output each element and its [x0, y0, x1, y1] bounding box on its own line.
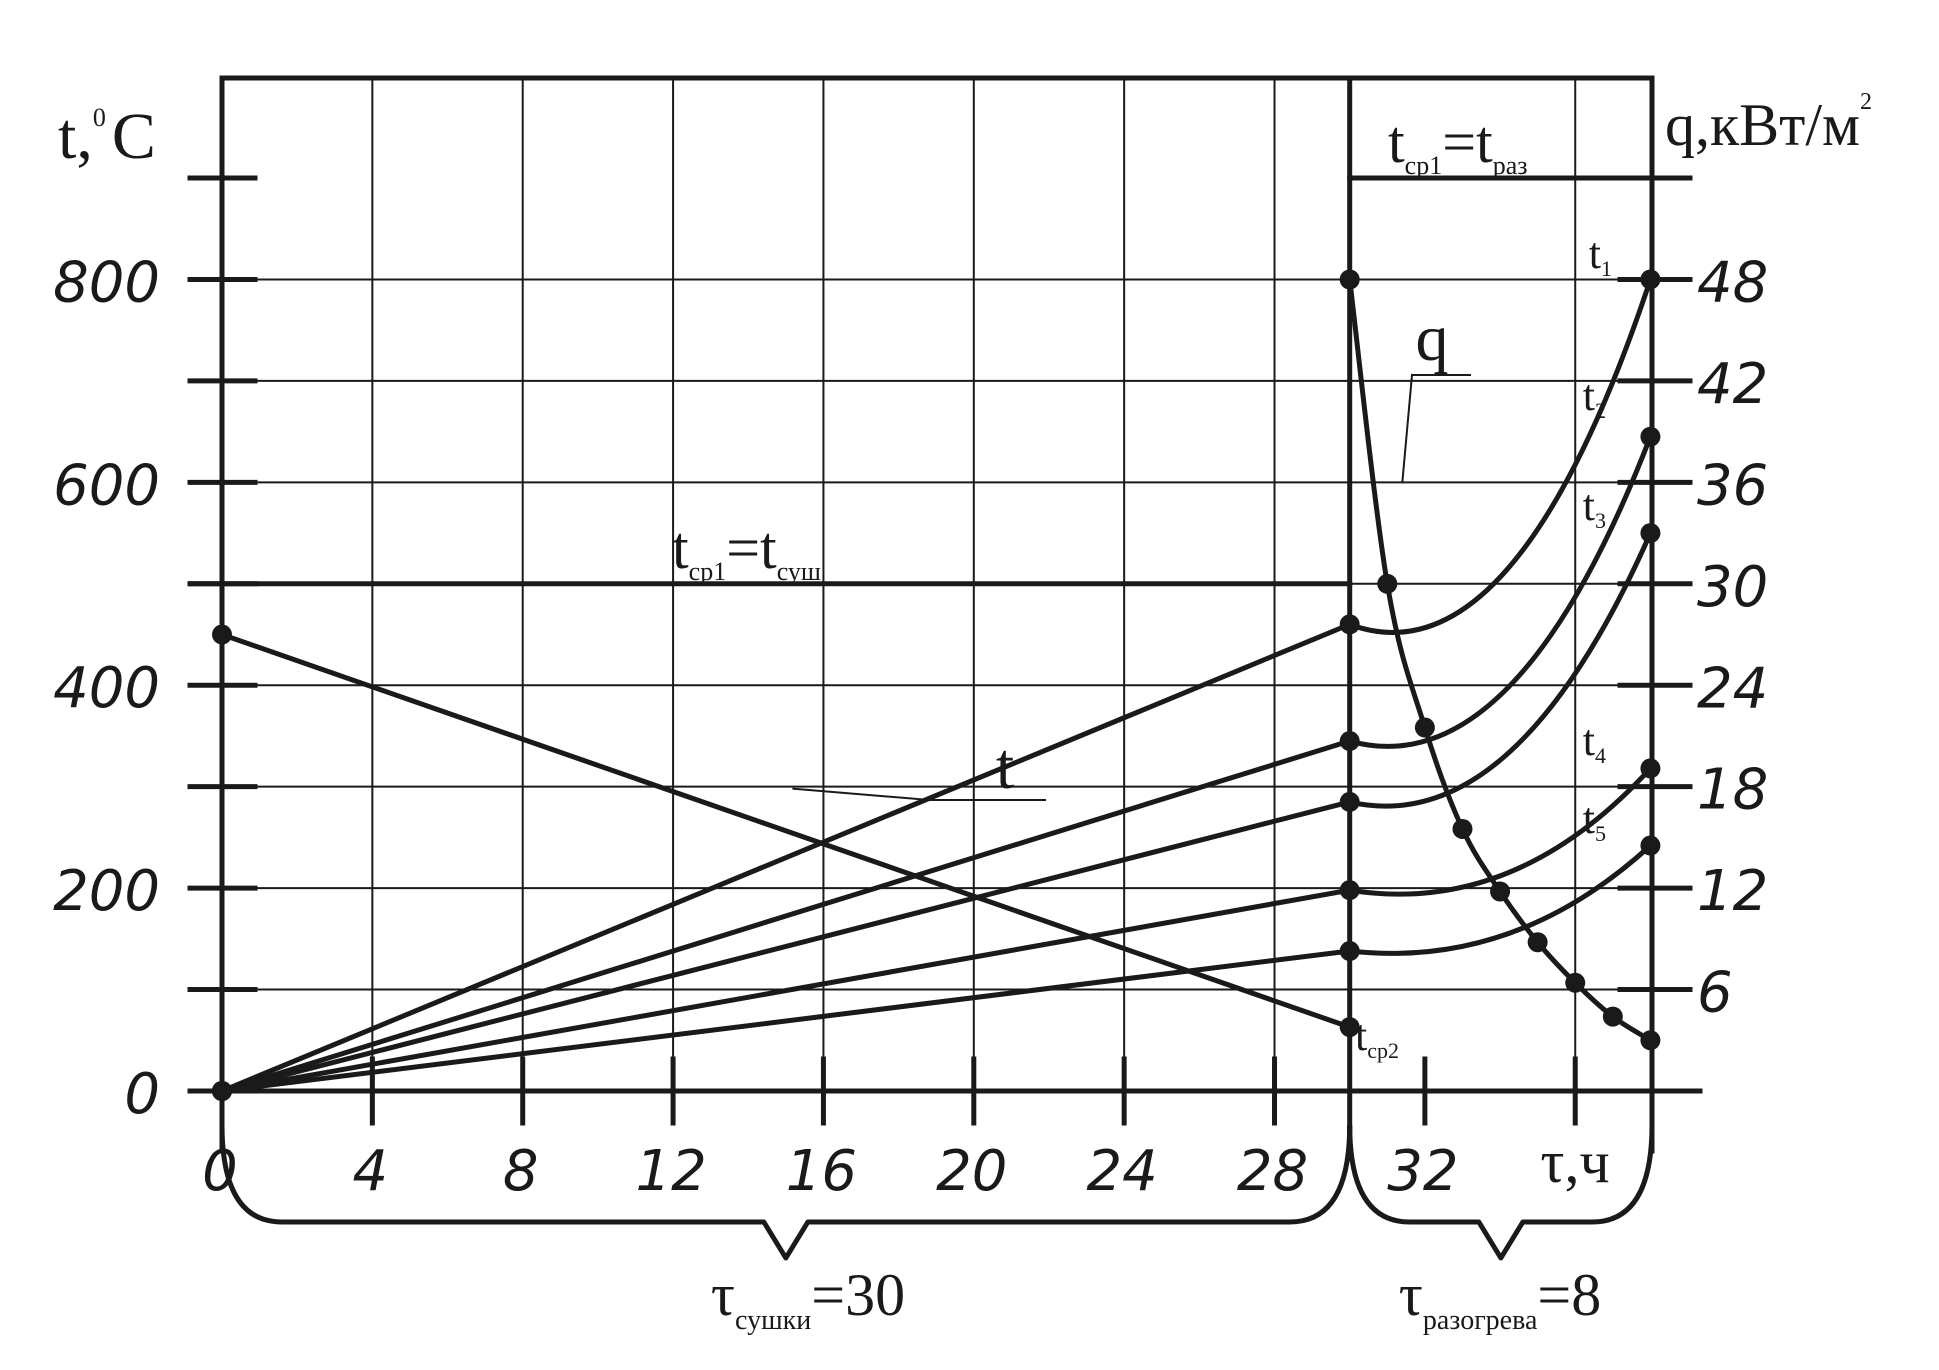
series-line-tср2 [221, 632, 1351, 1030]
left-tick-label: 400 [53, 656, 160, 721]
series-line-t3 [221, 532, 1653, 1094]
point-t4 [1339, 880, 1360, 901]
drying-level-label: tср1=tсуш [672, 515, 821, 586]
x-tick-label: 8 [503, 1139, 539, 1204]
point-t4 [1640, 758, 1661, 779]
point-q [1527, 932, 1548, 953]
point-q [1490, 881, 1511, 902]
t-curve-label: t [996, 730, 1014, 803]
labels-group: t,0C0200400600800q,кВт/м2612182430364248… [53, 89, 1872, 1336]
x-tick-label: 12 [635, 1139, 706, 1204]
heating-period-brace [1347, 1124, 1655, 1261]
left-tick-label: 200 [53, 859, 160, 924]
point-q [1339, 269, 1360, 290]
right-tick-label: 18 [1697, 758, 1768, 823]
x-tick-label: 4 [353, 1139, 389, 1204]
point-q [1452, 818, 1473, 839]
drying-duration-label: τсушки=30 [711, 1262, 905, 1336]
point-t2 [1640, 426, 1661, 447]
right-tick-label: 30 [1697, 555, 1768, 620]
x-axis-title: τ,ч [1540, 1129, 1609, 1195]
series-line-t2 [221, 435, 1653, 1094]
point-t5 [212, 1081, 232, 1101]
point-tср2 [1339, 1017, 1360, 1038]
point-tср2 [212, 624, 232, 645]
point-t5 [1640, 835, 1661, 856]
point-q [1414, 717, 1435, 738]
right-tick-label: 36 [1697, 453, 1768, 518]
t-leader-line [792, 787, 932, 802]
point-q [1602, 1006, 1623, 1027]
series-group [187, 175, 1693, 1101]
left-tick-label: 800 [53, 250, 160, 315]
left-axis-title: t,0C [58, 100, 156, 173]
right-tick-label: 12 [1697, 859, 1768, 924]
series-line-t5 [221, 843, 1653, 1094]
point-t5 [1339, 941, 1360, 962]
point-q [1640, 1030, 1661, 1051]
t4-label: t4 [1583, 716, 1606, 768]
heating-duration-label: τразогрева=8 [1399, 1262, 1601, 1336]
right-axis-title: q,кВт/м2 [1665, 89, 1872, 158]
series-line-t1 [221, 278, 1653, 1094]
right-tick-label: 42 [1697, 352, 1768, 417]
heating-level-label: tср1=tраз [1388, 109, 1528, 180]
left-tick-label: 0 [124, 1062, 160, 1127]
tcp2-label: tср2 [1355, 1011, 1399, 1063]
drying-period-brace [219, 1124, 1353, 1261]
point-t3 [1339, 791, 1360, 812]
series-line-t4 [221, 766, 1653, 1094]
right-tick-label: 6 [1697, 961, 1733, 1026]
x-tick-label: 32 [1387, 1139, 1458, 1204]
x-tick-label: 16 [786, 1139, 857, 1204]
x-tick-label: 28 [1237, 1139, 1308, 1204]
t3-label: t3 [1583, 481, 1606, 533]
point-t3 [1640, 523, 1661, 544]
x-tick-label: 20 [936, 1139, 1007, 1204]
q-leader-line [1401, 373, 1414, 484]
right-tick-label: 24 [1697, 656, 1768, 721]
point-t2 [1339, 731, 1360, 752]
point-t1 [1640, 269, 1661, 290]
t2-label: t2 [1583, 371, 1606, 423]
right-tick-label: 48 [1697, 251, 1768, 316]
point-q [1565, 972, 1586, 993]
q-curve-label: q [1416, 302, 1449, 375]
t5-label: t5 [1583, 794, 1606, 846]
left-tick-label: 600 [53, 453, 160, 518]
point-q [1377, 573, 1398, 594]
x-tick-label: 24 [1087, 1139, 1158, 1204]
t1-label: t1 [1589, 229, 1612, 281]
point-t1 [1339, 614, 1360, 635]
